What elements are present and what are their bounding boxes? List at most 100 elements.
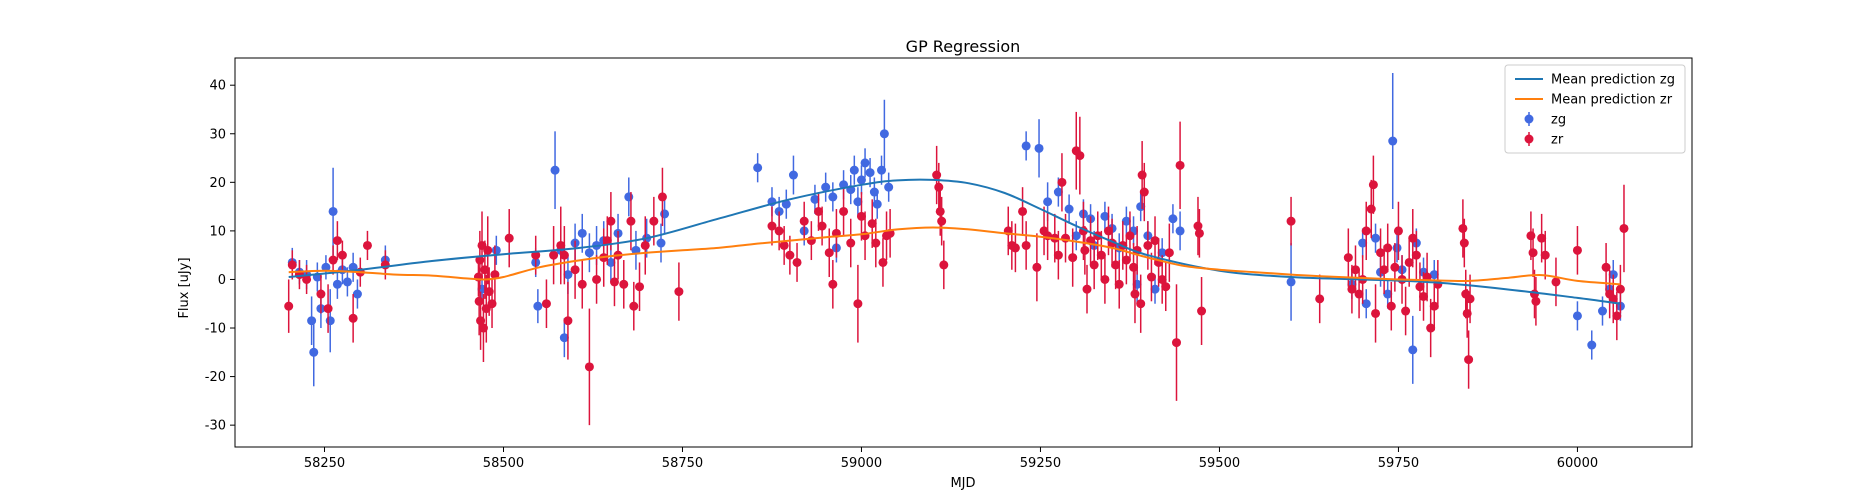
data-point-zr [817, 221, 827, 231]
data-point-zg [865, 168, 875, 178]
data-point-zr [1383, 243, 1393, 253]
data-point-zg [1157, 248, 1167, 258]
data-point-zg [1598, 306, 1608, 316]
data-point-zr [1068, 253, 1078, 263]
data-point-zr [1096, 250, 1106, 260]
data-point-zr [1540, 250, 1550, 260]
data-point-zg [1572, 311, 1582, 321]
data-point-zg [1388, 136, 1398, 146]
legend-label: Mean prediction zg [1551, 73, 1675, 88]
data-point-zr [939, 260, 949, 270]
data-point-zg [1371, 233, 1381, 243]
data-point-zg [1358, 238, 1368, 248]
data-point-zg [550, 165, 560, 175]
y-tick-label: 30 [209, 127, 226, 142]
data-point-zr [332, 236, 342, 246]
data-point-zr [871, 238, 881, 248]
data-point-zr [657, 192, 667, 202]
data-point-zg [660, 209, 670, 219]
data-point-zr [1426, 323, 1436, 333]
data-point-zr [937, 216, 947, 226]
data-point-zr [1612, 311, 1622, 321]
data-point-zr [1361, 226, 1371, 236]
legend-box [1504, 64, 1686, 154]
data-point-zg [1136, 202, 1146, 212]
data-point-zr [828, 279, 838, 289]
data-point-zg [533, 301, 543, 311]
data-point-zr [1172, 338, 1182, 348]
data-point-zr [1415, 282, 1425, 292]
data-point-zr [1080, 245, 1090, 255]
data-point-zg [877, 165, 887, 175]
data-point-zr [563, 316, 573, 326]
legend: Mean prediction zg Mean prediction zr zg zr [1504, 64, 1686, 154]
data-point-zg [781, 199, 791, 209]
data-point-zg [884, 182, 894, 192]
data-point-zr [1393, 226, 1403, 236]
legend-marker-swatch [1524, 114, 1534, 124]
data-point-zr [932, 170, 942, 180]
data-point-zg [559, 333, 569, 343]
data-point-zg [1587, 340, 1597, 350]
data-point-zr [1411, 250, 1421, 260]
data-point-zr [1386, 301, 1396, 311]
data-point-zr [1408, 233, 1418, 243]
y-tick-label: 40 [209, 79, 226, 94]
data-point-zr [474, 296, 484, 306]
data-point-zr [1057, 177, 1067, 187]
data-point-zg [656, 238, 666, 248]
y-tick-label: -10 [205, 322, 226, 337]
data-point-zr [549, 250, 559, 260]
data-point-zr [1136, 299, 1146, 309]
data-point-zr [853, 299, 863, 309]
data-point-zr [1197, 306, 1207, 316]
data-point-zr [1137, 170, 1147, 180]
data-point-zr [1082, 284, 1092, 294]
data-point-zg [1053, 187, 1063, 197]
data-point-zr [1379, 265, 1389, 275]
data-point-zr [556, 240, 566, 250]
data-point-zr [1021, 240, 1031, 250]
data-point-zr [1551, 277, 1561, 287]
data-point-zr [1103, 226, 1113, 236]
data-point-zr [1130, 289, 1140, 299]
data-point-zr [1146, 272, 1156, 282]
x-tick-label: 58500 [483, 456, 524, 471]
y-tick-label: 0 [218, 273, 226, 288]
x-axis-label: MJD [950, 476, 975, 491]
data-point-zr [779, 240, 789, 250]
legend-label: zr [1551, 133, 1564, 148]
data-point-zg [853, 197, 863, 207]
data-point-zr [316, 289, 326, 299]
data-point-zg [1064, 204, 1074, 214]
y-tick-label: -30 [205, 419, 226, 434]
data-point-zg [1429, 270, 1439, 280]
plot-frame [234, 57, 1693, 448]
data-point-zr [934, 182, 944, 192]
data-point-zg [1043, 197, 1053, 207]
y-axis-ticks: -30 -20 -10 0 10 20 30 40 [205, 79, 235, 434]
data-point-zg [584, 248, 594, 258]
y-tick-label: 20 [209, 176, 226, 191]
data-point-zr [1354, 289, 1364, 299]
data-point-zr [1161, 282, 1171, 292]
data-point-zg [325, 316, 335, 326]
x-tick-label: 59250 [1020, 456, 1061, 471]
x-tick-label: 59750 [1378, 456, 1419, 471]
data-point-zg [860, 158, 870, 168]
data-point-zr [337, 250, 347, 260]
x-axis-ticks: 58250 58500 58750 59000 59250 59500 59750 60000 [304, 447, 1598, 471]
plot-area [234, 57, 1693, 448]
data-point-zr [1150, 236, 1160, 246]
data-point-zr [799, 216, 809, 226]
data-point-zr [1368, 180, 1378, 190]
data-point-zr [878, 257, 888, 267]
data-point-zg [1392, 243, 1402, 253]
data-point-zr [674, 287, 684, 297]
data-point-zr [767, 221, 777, 231]
y-tick-label: -20 [205, 370, 226, 385]
data-point-zr [1528, 248, 1538, 258]
data-point-zg [810, 194, 820, 204]
data-point-zr [649, 216, 659, 226]
data-point-zr [1347, 284, 1357, 294]
